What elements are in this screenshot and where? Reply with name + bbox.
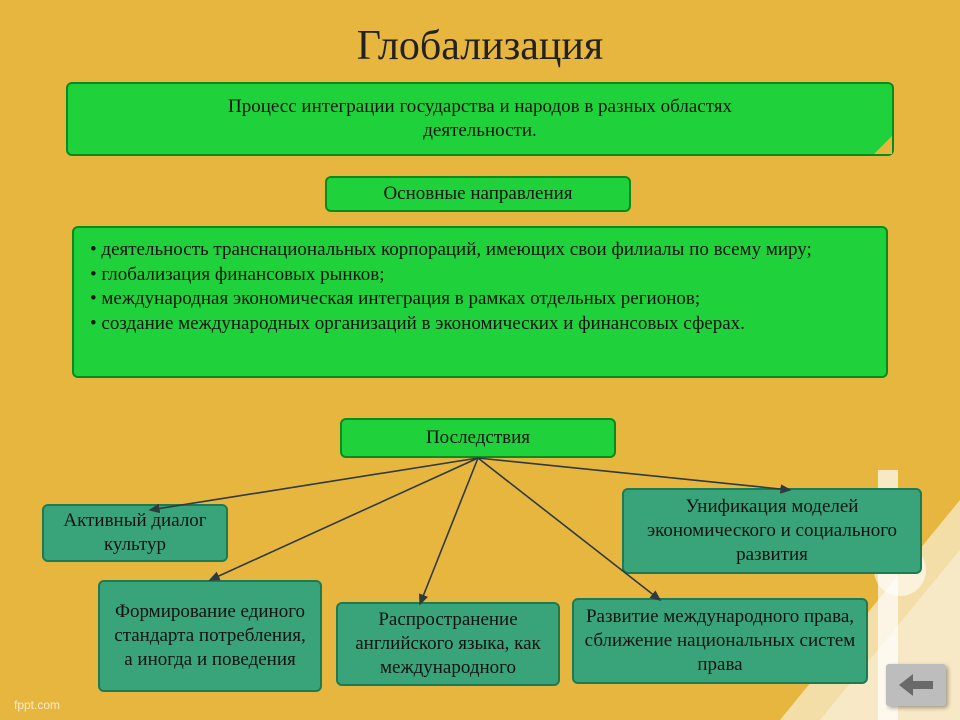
slide-title: Глобализация xyxy=(0,22,960,70)
directions-body-box: деятельность транснациональных корпораци… xyxy=(72,226,888,378)
definition-box: Процесс интеграции государства и народов… xyxy=(66,82,894,156)
directions-bullet-list: деятельность транснациональных корпораци… xyxy=(90,238,870,337)
bullet-4: создание международных организаций в эко… xyxy=(90,312,870,337)
consequences-label-box: Последствия xyxy=(340,418,616,458)
consequence-box-3: Распространение английского языка, как м… xyxy=(336,602,560,686)
directions-label-text: Основные направления xyxy=(383,182,572,206)
consequence-text-5: Унификация моделей экономического и соци… xyxy=(634,495,910,566)
definition-line1: Процесс интеграции государства и народов… xyxy=(228,96,732,117)
fold-corner-icon xyxy=(874,136,892,154)
slide-stage: Глобализация Процесс интеграции государс… xyxy=(0,0,960,720)
bullet-3: международная экономическая интеграция в… xyxy=(90,287,870,312)
consequence-box-4: Развитие международного права, сближение… xyxy=(572,598,868,684)
bullet-2: глобализация финансовых рынков; xyxy=(90,263,870,288)
consequence-text-4: Развитие международного права, сближение… xyxy=(584,605,856,676)
consequence-box-2: Формирование единого стандарта потреблен… xyxy=(98,580,322,692)
consequence-box-5: Унификация моделей экономического и соци… xyxy=(622,488,922,574)
consequences-label-text: Последствия xyxy=(426,426,530,450)
nav-back-button[interactable] xyxy=(886,664,946,706)
definition-line2: деятельности. xyxy=(423,120,537,141)
watermark: fppt.com xyxy=(14,698,60,712)
bullet-1: деятельность транснациональных корпораци… xyxy=(90,238,870,263)
definition-text: Процесс интеграции государства и народов… xyxy=(228,95,732,143)
directions-label-box: Основные направления xyxy=(325,176,631,212)
consequence-text-2: Формирование единого стандарта потреблен… xyxy=(110,600,310,671)
consequence-text-1: Активный диалог культур xyxy=(54,509,216,557)
arrow-left-icon xyxy=(899,674,933,696)
consequence-text-3: Распространение английского языка, как м… xyxy=(348,608,548,679)
consequence-box-1: Активный диалог культур xyxy=(42,504,228,562)
